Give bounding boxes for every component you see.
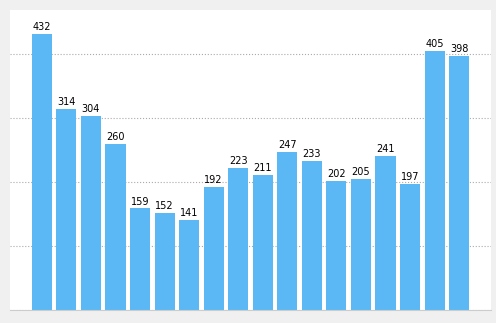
Bar bbox=[425, 51, 444, 310]
Text: 159: 159 bbox=[131, 196, 149, 206]
Text: 233: 233 bbox=[303, 149, 321, 159]
Text: 202: 202 bbox=[327, 169, 346, 179]
Text: 432: 432 bbox=[33, 22, 51, 32]
Text: 152: 152 bbox=[155, 201, 174, 211]
Text: 192: 192 bbox=[204, 175, 223, 185]
Text: 223: 223 bbox=[229, 156, 248, 166]
Bar bbox=[277, 152, 298, 310]
Bar bbox=[228, 168, 248, 310]
Bar bbox=[252, 175, 273, 310]
Bar bbox=[203, 187, 224, 310]
Text: 211: 211 bbox=[253, 163, 272, 173]
Bar bbox=[449, 56, 469, 310]
Bar bbox=[57, 109, 76, 310]
Bar bbox=[155, 213, 175, 310]
Bar bbox=[351, 179, 371, 310]
Text: 197: 197 bbox=[401, 172, 419, 182]
Bar bbox=[32, 34, 52, 310]
Bar bbox=[326, 181, 346, 310]
Text: 260: 260 bbox=[106, 132, 124, 142]
Bar bbox=[179, 220, 199, 310]
Text: 141: 141 bbox=[180, 208, 198, 218]
Bar bbox=[375, 156, 395, 310]
Text: 304: 304 bbox=[82, 104, 100, 114]
Bar bbox=[106, 144, 125, 310]
Text: 314: 314 bbox=[57, 98, 75, 108]
Text: 205: 205 bbox=[352, 167, 370, 177]
Text: 398: 398 bbox=[450, 44, 468, 54]
Text: 247: 247 bbox=[278, 140, 297, 150]
Bar bbox=[400, 184, 420, 310]
Bar bbox=[302, 161, 322, 310]
Bar bbox=[81, 116, 101, 310]
Text: 405: 405 bbox=[425, 39, 444, 49]
Text: 241: 241 bbox=[376, 144, 395, 154]
Bar bbox=[130, 208, 150, 310]
